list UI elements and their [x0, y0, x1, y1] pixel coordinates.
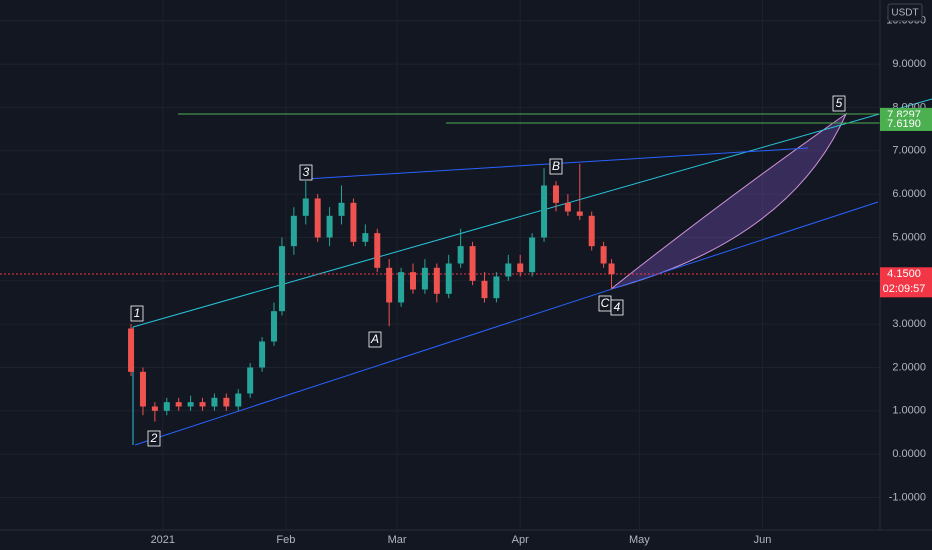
- wave-box: [130, 305, 144, 322]
- y-tick-label: 7.0000: [892, 145, 926, 157]
- countdown: 02:09:57: [883, 283, 926, 295]
- trend-line: [132, 98, 932, 328]
- grid: [0, 0, 880, 530]
- price-label-box: [880, 116, 932, 131]
- wave-label: 2: [150, 431, 158, 445]
- y-tick-label: 2.0000: [892, 361, 926, 373]
- candle-body: [151, 406, 158, 411]
- candle-body: [326, 215, 333, 238]
- candle-body: [409, 272, 416, 290]
- candle-body: [386, 267, 393, 303]
- candle-body: [187, 402, 194, 407]
- wave-box: [368, 331, 382, 348]
- y-tick-label: 0.0000: [892, 448, 926, 460]
- y-tick-label: 3.0000: [892, 318, 926, 330]
- wave-box: [147, 430, 161, 447]
- candle-body: [457, 246, 464, 264]
- y-tick-label: 9.0000: [892, 58, 926, 70]
- candle-body: [469, 246, 476, 281]
- candle-body: [139, 371, 146, 407]
- candle-body: [564, 202, 571, 212]
- y-tick-label: 1.0000: [892, 405, 926, 417]
- wave-box: [832, 95, 846, 112]
- candle-body: [362, 233, 369, 242]
- candle-body: [163, 402, 170, 411]
- wave-label: 4: [614, 300, 621, 314]
- candle-body: [223, 397, 230, 407]
- wave-label: 3: [303, 165, 310, 179]
- wave-label: C: [601, 296, 610, 310]
- candle-body: [608, 263, 615, 275]
- candles: [128, 163, 615, 422]
- wave-label: B: [552, 159, 560, 173]
- x-tick-label: 2021: [151, 534, 175, 546]
- candle-body: [350, 202, 357, 242]
- candle-body: [576, 211, 583, 216]
- candle-body: [290, 215, 297, 247]
- price-label-box: [880, 267, 932, 298]
- y-tick-label: 6.0000: [892, 188, 926, 200]
- wave-box: [549, 158, 563, 175]
- y-tick-label: -1.0000: [889, 491, 926, 503]
- x-tick-label: May: [629, 534, 650, 546]
- price-label: 7.6190: [887, 118, 921, 130]
- candle-body: [302, 198, 309, 216]
- wave-box: [299, 164, 313, 181]
- currency: USDT: [891, 8, 918, 19]
- candle-body: [259, 341, 266, 368]
- candle-body: [493, 276, 500, 299]
- candle-body: [247, 367, 254, 394]
- candle-body: [175, 402, 182, 407]
- candle-body: [278, 246, 285, 312]
- x-tick-label: Mar: [388, 534, 407, 546]
- candle-body: [398, 272, 405, 303]
- wave-label: 5: [836, 96, 843, 110]
- candle-body: [374, 233, 381, 268]
- candle-body: [211, 397, 218, 407]
- candle-body: [552, 185, 559, 203]
- wave-label: A: [370, 332, 379, 346]
- candle-body: [517, 263, 524, 273]
- x-tick-label: Apr: [512, 534, 529, 546]
- x-tick-label: Feb: [276, 534, 295, 546]
- y-tick-label: 5.0000: [892, 231, 926, 243]
- candle-body: [529, 237, 536, 273]
- drawings: [0, 98, 932, 446]
- wave-labels: 1 2 3 A B C 4 5: [130, 95, 846, 447]
- candle-body: [445, 263, 452, 294]
- x-tick-label: Jun: [754, 534, 772, 546]
- price-label: 4.1500: [887, 268, 921, 280]
- wave-box: [610, 299, 624, 316]
- candle-body: [338, 202, 345, 216]
- candle-body: [314, 198, 321, 238]
- candle-body: [128, 328, 135, 372]
- candle-body: [235, 393, 242, 407]
- candle-body: [271, 311, 278, 342]
- trend-line: [134, 201, 879, 446]
- candle-body: [541, 185, 548, 238]
- candle-body: [421, 267, 428, 290]
- candle-body: [588, 215, 595, 247]
- currency-badge: [887, 3, 923, 22]
- candle-body: [199, 402, 206, 407]
- wave-label: 1: [134, 306, 141, 320]
- candle-body: [505, 263, 512, 277]
- candle-body: [481, 280, 488, 299]
- candle-body: [433, 267, 440, 294]
- candle-body: [600, 246, 607, 264]
